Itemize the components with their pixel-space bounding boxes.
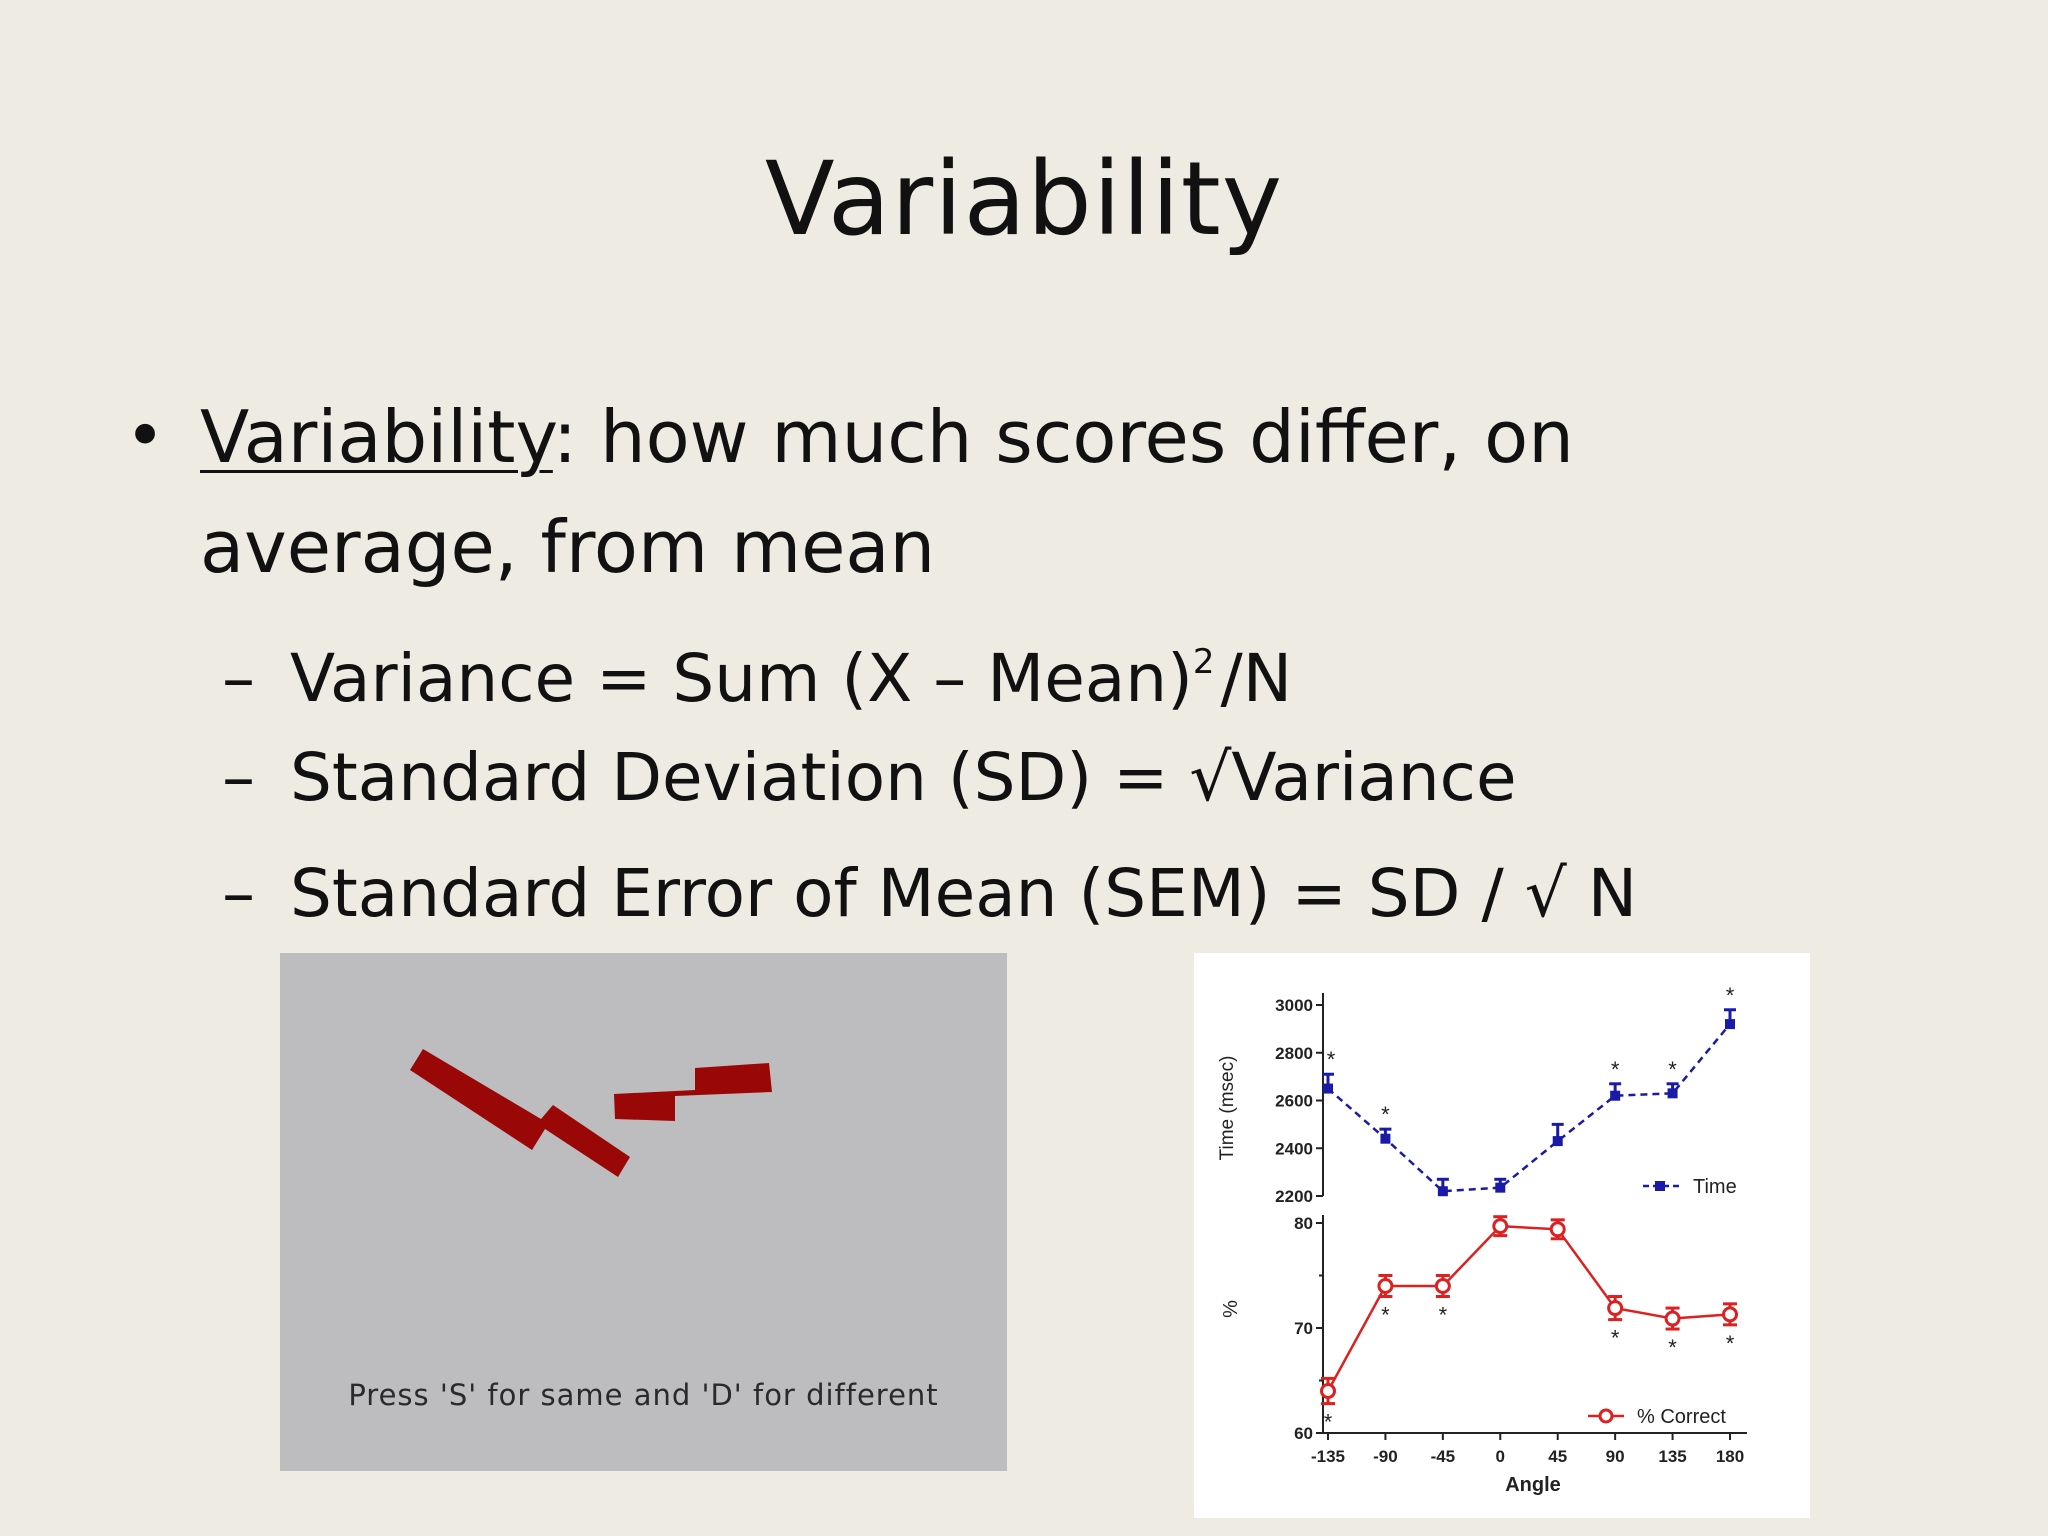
rotated-bolt-shape-left [410, 1049, 630, 1177]
percent-legend-label: % Correct [1637, 1406, 1726, 1428]
time-y-tick-label: 2600 [1275, 1092, 1313, 1111]
percent-point [1434, 1278, 1451, 1294]
bullet-definition-text: : how much scores differ, on average, fr… [200, 395, 1574, 589]
percent-point [1664, 1310, 1681, 1327]
time-significance-star: * [1726, 983, 1735, 1008]
time-significance-star: * [1327, 1047, 1336, 1072]
percent-point [1492, 1218, 1509, 1235]
variance-divisor: /N [1220, 640, 1293, 717]
percent-significance-star: * [1381, 1303, 1390, 1328]
time-point [1667, 1088, 1678, 1099]
time-series-line [1327, 1023, 1731, 1193]
x-tick-label: 45 [1548, 1447, 1567, 1466]
percent-y-axis-label: % [1220, 1300, 1242, 1318]
time-y-tick-label: 2400 [1275, 1139, 1313, 1158]
rotated-bolt-shape-right [614, 1063, 772, 1121]
sub-bullet-dash: – [222, 855, 255, 932]
time-point [1725, 1019, 1735, 1030]
time-point [1323, 1083, 1333, 1094]
time-y-axis-label: Time (msec) [1217, 1056, 1238, 1161]
percent-point [1549, 1221, 1566, 1238]
percent-point [1722, 1306, 1738, 1323]
percent-significance-star: * [1439, 1303, 1448, 1328]
time-significance-star: * [1668, 1057, 1677, 1082]
sub-bullet-sd: – Standard Deviation (SD) = √Variance [222, 738, 1517, 818]
percent-point [1320, 1383, 1336, 1399]
time-point [1380, 1133, 1391, 1144]
time-y-tick-label: 3000 [1275, 996, 1313, 1015]
sub-bullet-dash: – [222, 640, 255, 717]
percent-y-tick-label: 70 [1294, 1319, 1313, 1338]
x-tick-label: 90 [1606, 1447, 1625, 1466]
time-significance-star: * [1611, 1057, 1620, 1082]
bullet-term: Variability [200, 395, 553, 479]
x-tick-label: -90 [1373, 1447, 1398, 1466]
time-significance-star: * [1381, 1102, 1390, 1127]
time-point [1495, 1182, 1506, 1193]
percent-y-tick-label: 60 [1294, 1424, 1313, 1443]
time-point [1610, 1090, 1621, 1101]
sub-bullet-dash: – [222, 739, 255, 816]
x-tick-label: -135 [1311, 1447, 1345, 1466]
percent-series-line [1326, 1224, 1731, 1392]
x-axis-label: Angle [1505, 1474, 1561, 1496]
stimulus-instruction: Press 'S' for same and 'D' for different [348, 1378, 939, 1412]
variance-exponent: 2 [1192, 642, 1215, 682]
time-legend-label: Time [1693, 1176, 1737, 1198]
x-tick-label: 180 [1716, 1447, 1744, 1466]
bullet-dot: • [125, 397, 166, 476]
sub-bullet-sem: – Standard Error of Mean (SEM) = SD / √ N [222, 854, 1637, 934]
sd-formula: Standard Deviation (SD) = √Variance [290, 739, 1517, 816]
percent-legend-marker [1598, 1408, 1614, 1424]
chart-svg: 2200 2400 2600 2800 3000 Time (msec) 60 70 80% -1… [1217, 983, 1747, 1496]
bullet-definition: Variability: how much scores differ, on … [200, 382, 1700, 602]
percent-significance-star: * [1324, 1410, 1333, 1435]
time-y-tick-label: 2200 [1275, 1187, 1313, 1206]
time-point [1437, 1186, 1448, 1197]
percent-significance-star: * [1668, 1335, 1677, 1360]
sem-formula: Standard Error of Mean (SEM) = SD / √ N [290, 855, 1638, 932]
time-point [1552, 1136, 1563, 1147]
percent-y-tick-label: 80 [1294, 1214, 1313, 1233]
percent-significance-star: * [1611, 1326, 1620, 1351]
percent-point [1377, 1278, 1394, 1294]
x-tick-label: 135 [1658, 1447, 1686, 1466]
percent-point [1607, 1300, 1624, 1317]
time-y-tick-label: 2800 [1275, 1044, 1313, 1063]
mental-rotation-stimulus: Press 'S' for same and 'D' for different [280, 953, 1007, 1471]
x-tick-label: 0 [1496, 1447, 1505, 1466]
stimulus-shapes [410, 1049, 772, 1177]
variance-formula: Variance = Sum (X – Mean) [290, 640, 1193, 717]
rotation-angle-chart: 2200 2400 2600 2800 3000 Time (msec) 60 70 80% -1… [1194, 953, 1810, 1518]
slide-title: Variability [764, 140, 1284, 259]
percent-significance-star: * [1726, 1331, 1735, 1356]
time-legend-marker [1655, 1181, 1665, 1191]
sub-bullet-variance: – Variance = Sum (X – Mean)2/N [222, 622, 1292, 719]
x-tick-label: -45 [1431, 1447, 1456, 1466]
